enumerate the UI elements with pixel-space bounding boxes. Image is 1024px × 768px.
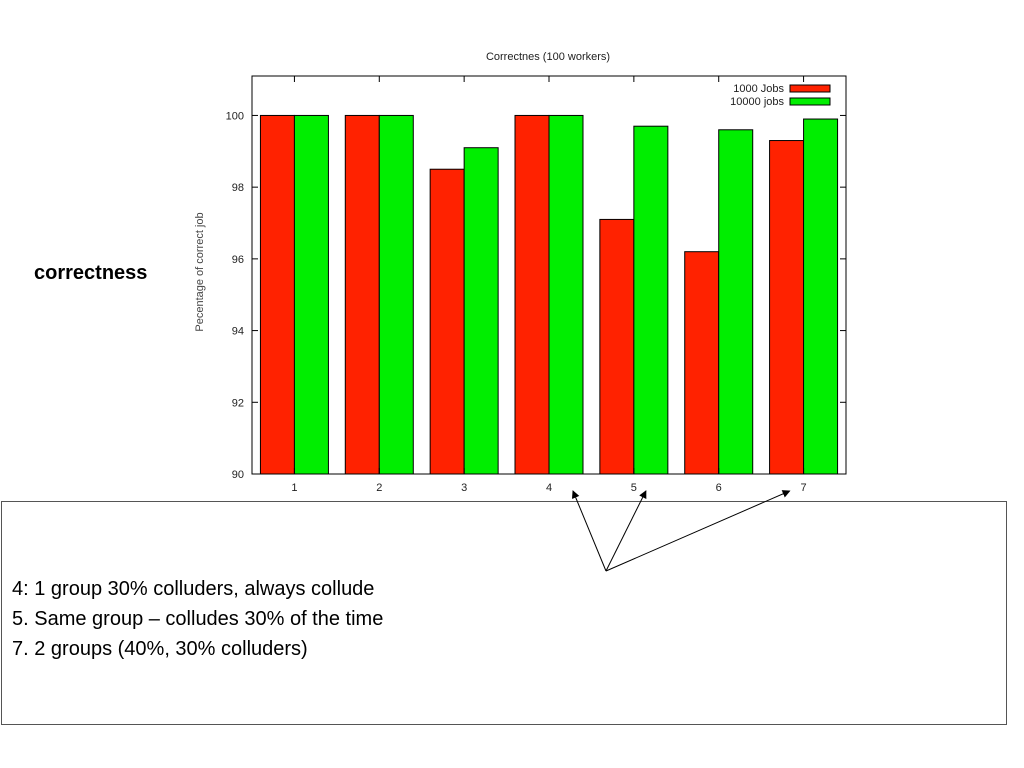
note-item: 4: 1 group 30% colluders, always collude <box>12 578 375 600</box>
bar <box>463 147 499 475</box>
y-tick-label: 90 <box>232 469 244 481</box>
x-tick-label: 5 <box>631 482 637 494</box>
x-tick-label: 7 <box>801 482 807 494</box>
legend-label: 10000 jobs <box>730 96 784 108</box>
bar <box>429 168 465 475</box>
notes-list: 4: 1 group 30% colluders, always collude… <box>12 574 383 664</box>
bar <box>769 140 805 475</box>
x-tick-label: 2 <box>376 482 382 494</box>
bar <box>378 114 414 475</box>
bar <box>718 129 754 475</box>
y-tick-label: 98 <box>232 182 244 194</box>
bar <box>293 114 329 475</box>
bar <box>548 114 584 475</box>
note-item: 7. 2 groups (40%, 30% colluders) <box>12 638 308 660</box>
axes-layer: 90 92 94 96 98 100 1 2 3 4 5 6 7 <box>226 75 847 494</box>
note-item: 5. Same group – colludes 30% of the time <box>12 608 384 630</box>
bar <box>803 118 839 475</box>
x-tick-label: 6 <box>716 482 722 494</box>
legend-swatch <box>789 97 831 106</box>
bars-layer <box>259 114 839 475</box>
legend-swatch <box>789 84 831 93</box>
side-label: correctness <box>34 262 148 284</box>
legend-label: 1000 Jobs <box>733 83 784 95</box>
notes-box: 4: 1 group 30% colluders, always collude… <box>1 501 1007 725</box>
bar <box>684 251 720 475</box>
x-tick-label: 3 <box>461 482 467 494</box>
y-tick-label: 96 <box>232 254 244 266</box>
bar <box>344 114 380 475</box>
bar <box>599 218 635 475</box>
y-tick-label: 94 <box>232 326 244 338</box>
y-tick-label: 92 <box>232 397 244 409</box>
x-tick-label: 1 <box>291 482 297 494</box>
bar <box>259 114 295 475</box>
bar-chart: Correctnes (100 workers) Pecentage of co… <box>194 51 847 494</box>
y-tick-label: 100 <box>226 110 244 122</box>
y-axis-label: Pecentage of correct job <box>194 212 206 331</box>
bar <box>514 114 550 475</box>
bar <box>633 125 669 475</box>
x-tick-label: 4 <box>546 482 552 494</box>
chart-title: Correctnes (100 workers) <box>486 51 610 63</box>
